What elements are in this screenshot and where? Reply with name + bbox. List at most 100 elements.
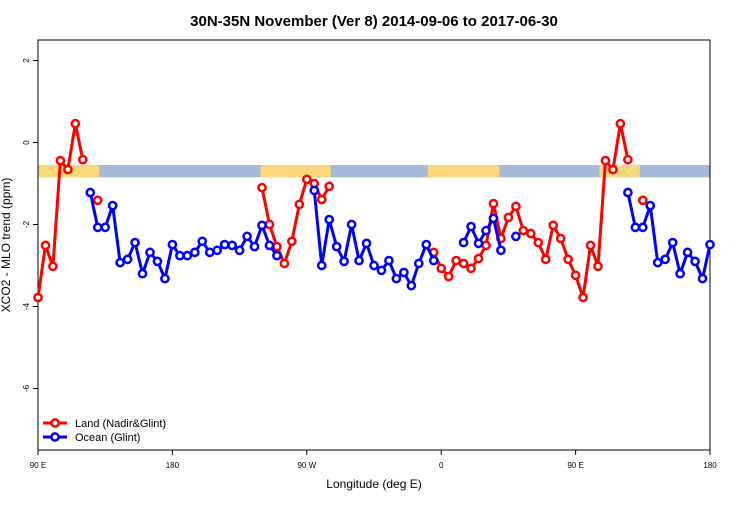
data-point [175,250,185,261]
data-point [242,231,252,242]
data-point [294,199,305,210]
x-tick-label: 90 E [30,461,46,470]
data-point [189,247,200,258]
data-point [279,258,290,269]
data-point [257,182,267,193]
x-tick-label: 180 [703,461,717,470]
data-point [92,222,103,233]
series-line [38,124,643,298]
data-point [623,187,633,198]
data-point [361,238,372,249]
data-point [585,240,596,251]
data-point [481,240,491,251]
data-point [130,237,140,248]
data-point [511,201,521,212]
data-point [70,118,81,129]
data-point [466,263,476,274]
data-point [555,233,566,244]
data-point [473,238,484,249]
data-point [227,240,237,251]
legend-label: Ocean (Glint) [75,432,140,444]
data-point [264,240,275,251]
data-point [503,212,514,223]
data-point [660,254,671,265]
data-point [623,154,633,165]
y-tick-label: 2 [22,58,31,63]
data-point [563,254,573,265]
data-point [518,225,529,236]
x-tick-label: 0 [439,461,444,470]
data-point [272,241,282,252]
legend-marker [50,418,60,428]
data-point [406,280,417,291]
data-point [272,250,282,261]
data-point [473,253,484,264]
data-point [264,219,275,230]
data-point [615,118,626,129]
data-point [160,273,170,284]
data-point [652,257,663,268]
x-tick-label: 90 W [297,461,316,470]
data-point [525,228,536,239]
data-point [697,273,708,284]
data-point [443,271,454,282]
data-point [496,245,506,256]
data-point [481,225,491,236]
data-point [428,255,439,266]
data-point [324,214,335,225]
data-point [249,241,260,252]
data-point [234,245,245,256]
x-tick-label: 90 E [567,461,583,470]
chart-title: 30N-35N November (Ver 8) 2014-09-06 to 2… [190,13,558,30]
data-point [667,237,678,248]
land-band [260,165,331,178]
data-point [324,181,335,192]
data-point [257,220,267,231]
data-point [630,222,641,233]
x-tick-label: 180 [166,461,180,470]
data-point [182,250,193,261]
y-tick-label: -6 [22,384,31,392]
data-point [570,270,581,281]
data-point [488,198,499,209]
data-point [331,241,342,252]
data-point [458,237,469,248]
data-point [600,155,611,166]
data-point [316,194,327,205]
legend-label: Land (Nadir&Glint) [75,418,166,430]
data-point [578,292,588,303]
data-point [511,231,521,242]
y-tick-label: -4 [22,302,31,310]
data-point [316,260,327,271]
data-point [85,187,96,198]
data-point [137,268,148,279]
land-band [427,165,500,178]
data-point [451,255,461,266]
data-point [100,222,111,233]
data-point [391,273,402,284]
data-point [675,268,685,279]
data-point [92,195,103,206]
data-point [458,258,469,269]
data-point [637,222,648,233]
ocean-band [38,165,710,178]
data-point [339,256,349,267]
legend-marker [50,432,60,442]
data-point [376,265,387,276]
data-point [122,254,133,265]
data-point [63,164,73,175]
data-point [705,239,715,250]
data-point [637,195,648,206]
y-tick-label: 0 [22,140,31,145]
data-point [287,236,297,247]
data-point [436,263,447,274]
data-point [690,256,700,267]
y-tick-label: -2 [22,220,31,228]
data-point [40,240,51,251]
data-point [399,267,409,278]
data-point [533,237,544,248]
data-point [219,239,230,250]
data-point [413,258,424,269]
